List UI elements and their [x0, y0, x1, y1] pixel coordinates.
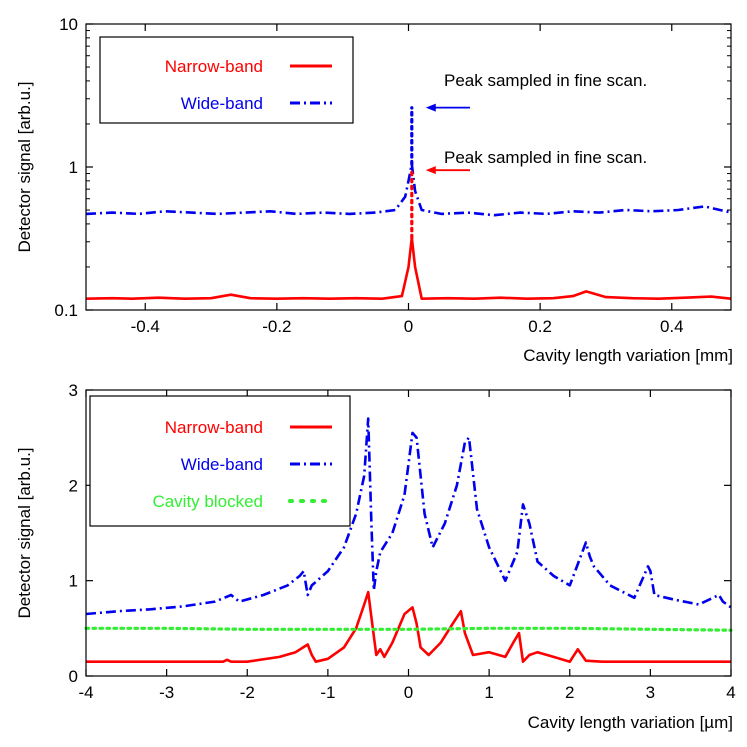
- top-y-axis-title: Detector signal [arb.u.]: [15, 81, 34, 252]
- top-y-tick-label: 1: [69, 158, 78, 177]
- bottom-legend-label-cavity-blocked: Cavity blocked: [152, 492, 263, 511]
- bottom-legend-box: [89, 395, 351, 527]
- bottom-x-tick-label: 0: [404, 683, 413, 702]
- top-y-ticks: 0.1 1 10: [54, 15, 731, 320]
- top-panel: -0.4 -0.2 0 0.2 0.4 0.1 1 10 Peak sampled in f…: [15, 15, 733, 365]
- bottom-x-tick-label: 1: [484, 683, 493, 702]
- top-x-tick-label: 0: [404, 317, 413, 336]
- top-annotation-text: Peak sampled in fine scan.: [444, 71, 647, 90]
- top-x-tick-label: -0.4: [131, 317, 160, 336]
- bottom-y-tick-label: 0: [69, 667, 78, 686]
- top-legend-box: [99, 36, 354, 124]
- top-plot-data: [85, 106, 732, 300]
- bottom-x-tick-label: -4: [78, 683, 93, 702]
- bottom-x-tick-label: 3: [646, 683, 655, 702]
- bottom-x-ticks: -4 -3 -2 -1 0 1 2 3 4: [78, 390, 736, 702]
- bottom-plot-data: [84, 417, 733, 663]
- bottom-x-tick-label: 4: [726, 683, 735, 702]
- bottom-x-tick-label: -2: [240, 683, 255, 702]
- bottom-panel: -4 -3 -2 -1 0 1 2 3 4 0 1 2 3 Narrow-band Wide-band C…: [15, 381, 736, 732]
- top-annotation-arrowhead: [425, 103, 436, 112]
- top-x-axis-title: Cavity length variation [mm]: [523, 346, 733, 365]
- top-annotation-arrowhead: [425, 166, 436, 175]
- bottom-x-tick-label: -1: [320, 683, 335, 702]
- bottom-series-cavity-blocked: [84, 626, 733, 632]
- top-annotation-text: Peak sampled in fine scan.: [444, 148, 647, 167]
- top-legend-label-narrow-band: Narrow-band: [165, 57, 263, 76]
- bottom-y-tick-label: 3: [69, 381, 78, 400]
- bottom-legend: Narrow-band Wide-band Cavity blocked: [89, 395, 351, 527]
- top-legend: Narrow-band Wide-band: [99, 36, 354, 124]
- top-x-tick-label: 0.4: [660, 317, 684, 336]
- bottom-series-wide-band: [85, 417, 732, 616]
- bottom-x-axis-title: Cavity length variation [µm]: [528, 713, 733, 732]
- top-x-tick-label: -0.2: [262, 317, 291, 336]
- top-legend-label-wide-band: Wide-band: [181, 94, 263, 113]
- top-y-tick-label: 0.1: [54, 301, 78, 320]
- bottom-legend-label-wide-band: Wide-band: [181, 455, 263, 474]
- bottom-x-tick-label: 2: [565, 683, 574, 702]
- bottom-plot-frame: [85, 389, 732, 677]
- top-y-tick-label: 10: [59, 15, 78, 34]
- bottom-y-axis-title: Detector signal [arb.u.]: [15, 447, 34, 618]
- top-annotations: Peak sampled in fine scan. Peak sampled i…: [425, 71, 647, 175]
- bottom-legend-label-narrow-band: Narrow-band: [165, 418, 263, 437]
- bottom-x-tick-label: -3: [159, 683, 174, 702]
- top-x-tick-label: 0.2: [528, 317, 552, 336]
- bottom-y-tick-label: 2: [69, 476, 78, 495]
- top-series-wide-band: [85, 162, 732, 217]
- bottom-y-tick-label: 1: [69, 572, 78, 591]
- top-x-ticks: -0.4 -0.2 0 0.2 0.4: [131, 24, 684, 336]
- top-plot-frame: [85, 23, 732, 311]
- bottom-series-narrow-band: [86, 590, 731, 663]
